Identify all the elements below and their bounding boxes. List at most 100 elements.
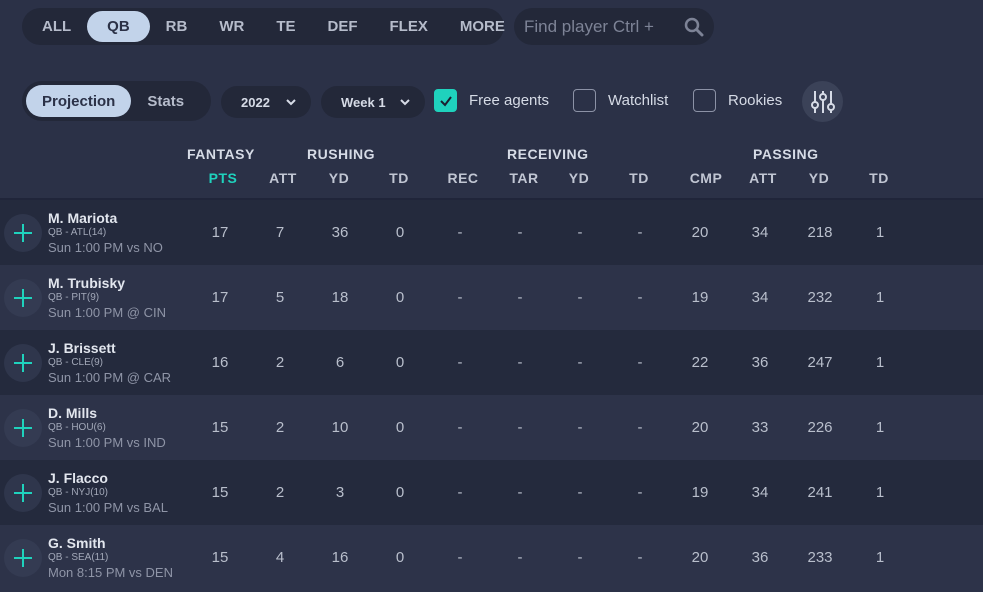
player-game: Sun 1:00 PM vs IND	[48, 435, 166, 450]
stat-pts: 15	[211, 549, 229, 566]
stat-pass-yd: 226	[807, 419, 833, 436]
add-player-button[interactable]	[4, 474, 42, 512]
col-pass-yd[interactable]: YD	[808, 170, 830, 186]
search-input[interactable]	[524, 16, 679, 37]
plus-icon	[14, 549, 32, 567]
col-cmp[interactable]: CMP	[689, 170, 723, 186]
chevron-down-icon	[286, 99, 296, 106]
add-player-button[interactable]	[4, 214, 42, 252]
add-player-button[interactable]	[4, 279, 42, 317]
table-row[interactable]: J. Flacco QB - NYJ(10) Sun 1:00 PM vs BA…	[0, 460, 983, 525]
rookies-checkbox[interactable]	[693, 89, 716, 112]
stat-rush-yd: 36	[331, 224, 349, 241]
table-row[interactable]: D. Mills QB - HOU(6) Sun 1:00 PM vs IND 1…	[0, 395, 983, 460]
stat-pass-td: 1	[875, 224, 885, 241]
col-tar[interactable]: TAR	[509, 170, 539, 186]
header-divider	[0, 198, 983, 200]
stat-cmp: 20	[691, 224, 709, 241]
stat-pass-yd: 241	[807, 484, 833, 501]
stat-rush-yd: 18	[331, 289, 349, 306]
stat-pts: 15	[211, 484, 229, 501]
free-agents-filter[interactable]: Free agents	[434, 89, 549, 112]
free-agents-label: Free agents	[469, 92, 550, 109]
add-player-button[interactable]	[4, 539, 42, 577]
week-select[interactable]: Week 1	[321, 86, 425, 118]
stat-rush-td: 0	[395, 419, 405, 436]
sliders-icon	[810, 90, 835, 113]
player-name[interactable]: J. Brissett	[48, 340, 116, 356]
table-row[interactable]: M. Trubisky QB - PIT(9) Sun 1:00 PM @ CI…	[0, 265, 983, 330]
stat-rush-yd: 6	[335, 354, 345, 371]
tab-more[interactable]: MORE	[459, 18, 505, 35]
player-name[interactable]: M. Trubisky	[48, 275, 126, 291]
watchlist-checkbox[interactable]	[573, 89, 596, 112]
tab-qb[interactable]: QB	[87, 11, 150, 42]
stat-cmp: 20	[691, 419, 709, 436]
tab-wr[interactable]: WR	[219, 18, 245, 35]
stat-rec-td: -	[637, 354, 643, 371]
stat-rush-td: 0	[395, 289, 405, 306]
group-passing: PASSING	[753, 146, 819, 162]
stat-pass-td: 1	[875, 549, 885, 566]
stat-rec-yd: -	[577, 484, 583, 501]
watchlist-filter[interactable]: Watchlist	[573, 89, 668, 112]
stat-cmp: 22	[691, 354, 709, 371]
player-team: QB - CLE(9)	[48, 357, 104, 368]
player-table: M. Mariota QB - ATL(14) Sun 1:00 PM vs N…	[0, 200, 983, 590]
col-rush-td[interactable]: TD	[389, 170, 409, 186]
stat-rush-att: 4	[275, 549, 285, 566]
col-rec-td[interactable]: TD	[629, 170, 649, 186]
col-pts[interactable]: PTS	[208, 170, 238, 186]
player-name[interactable]: D. Mills	[48, 405, 98, 421]
stat-pass-att: 36	[751, 549, 769, 566]
tab-all[interactable]: ALL	[42, 18, 72, 35]
stat-rush-yd: 3	[335, 484, 345, 501]
tab-def[interactable]: DEF	[327, 18, 358, 35]
player-team: QB - PIT(9)	[48, 292, 100, 303]
column-settings-button[interactable]	[802, 81, 843, 122]
table-row[interactable]: J. Brissett QB - CLE(9) Sun 1:00 PM @ CA…	[0, 330, 983, 395]
player-name[interactable]: M. Mariota	[48, 210, 118, 226]
stat-rush-td: 0	[395, 354, 405, 371]
player-name[interactable]: G. Smith	[48, 535, 106, 551]
stat-rush-att: 2	[275, 354, 285, 371]
add-player-button[interactable]	[4, 409, 42, 447]
player-game: Mon 8:15 PM vs DEN	[48, 565, 173, 580]
col-pass-td[interactable]: TD	[869, 170, 889, 186]
stat-rec: -	[457, 484, 463, 501]
tab-flex[interactable]: FLEX	[389, 18, 428, 35]
stat-pts: 17	[211, 289, 229, 306]
add-player-button[interactable]	[4, 344, 42, 382]
stat-rush-td: 0	[395, 484, 405, 501]
stat-pass-yd: 233	[807, 549, 833, 566]
stat-rec-yd: -	[577, 419, 583, 436]
stat-cmp: 19	[691, 484, 709, 501]
season-value: 2022	[241, 94, 270, 110]
player-team: QB - NYJ(10)	[48, 487, 109, 498]
season-select[interactable]: 2022	[221, 86, 311, 118]
chevron-down-icon	[400, 99, 410, 106]
col-rec-yd[interactable]: YD	[568, 170, 590, 186]
plus-icon	[14, 354, 32, 372]
tab-rb[interactable]: RB	[165, 18, 188, 35]
col-pass-att[interactable]: ATT	[749, 170, 777, 186]
stat-rec-td: -	[637, 484, 643, 501]
table-row[interactable]: M. Mariota QB - ATL(14) Sun 1:00 PM vs N…	[0, 200, 983, 265]
free-agents-checkbox[interactable]	[434, 89, 457, 112]
rookies-filter[interactable]: Rookies	[693, 89, 782, 112]
group-receiving: RECEIVING	[507, 146, 589, 162]
stat-rec-td: -	[637, 549, 643, 566]
col-rush-yd[interactable]: YD	[328, 170, 350, 186]
stat-tar: -	[517, 484, 523, 501]
stat-rec-td: -	[637, 224, 643, 241]
search-icon[interactable]	[684, 17, 704, 37]
tab-projection[interactable]: Projection	[26, 85, 132, 117]
stat-pass-yd: 247	[807, 354, 833, 371]
col-rec[interactable]: REC	[447, 170, 479, 186]
col-rush-att[interactable]: ATT	[269, 170, 297, 186]
stat-rec: -	[457, 224, 463, 241]
tab-te[interactable]: TE	[276, 18, 296, 35]
table-row[interactable]: G. Smith QB - SEA(11) Mon 8:15 PM vs DEN…	[0, 525, 983, 590]
tab-stats[interactable]: Stats	[147, 92, 185, 110]
player-name[interactable]: J. Flacco	[48, 470, 108, 486]
